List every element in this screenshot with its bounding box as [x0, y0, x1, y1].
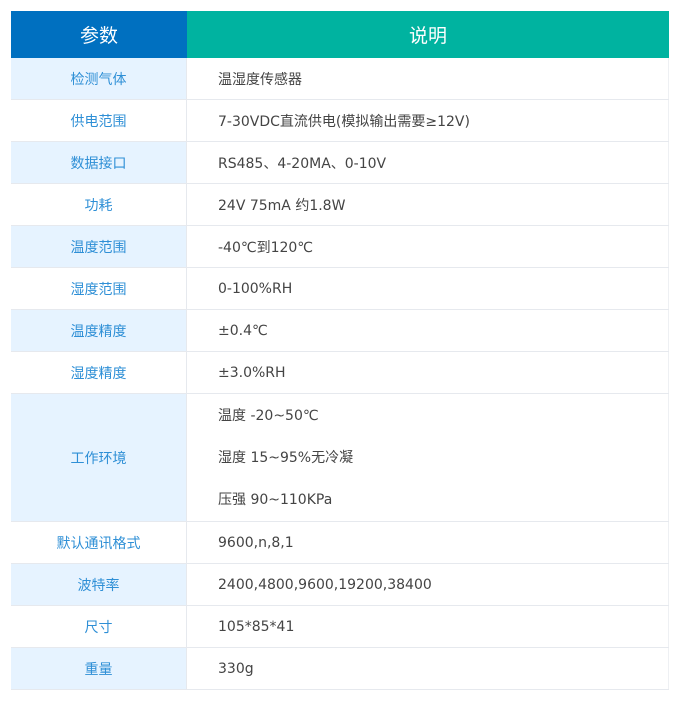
value-line: 0-100%RH	[218, 280, 293, 297]
value-line: -40℃到120℃	[218, 239, 314, 256]
value-line: 压强 90~110KPa	[218, 491, 333, 508]
table-row: 供电范围 7-30VDC直流供电(模拟输出需要≥12V)	[11, 100, 669, 142]
table-row: 温度范围 -40℃到120℃	[11, 226, 669, 268]
param-value: 24V 75mA 约1.8W	[187, 184, 669, 225]
param-label: 波特率	[11, 564, 187, 605]
param-value: 0-100%RH	[187, 268, 669, 309]
param-value: ±0.4℃	[187, 310, 669, 351]
value-line: 330g	[218, 660, 254, 677]
table-body: 检测气体 温湿度传感器供电范围 7-30VDC直流供电(模拟输出需要≥12V) 数据接…	[11, 58, 669, 690]
value-line: 温度 -20~50℃	[218, 407, 319, 424]
param-value: RS485、4-20MA、0-10V	[187, 142, 669, 183]
param-value: 105*85*41	[187, 606, 669, 647]
param-value: 2400,4800,9600,19200,38400	[187, 564, 669, 605]
param-label: 重量	[11, 648, 187, 689]
table-row: 温度精度 ±0.4℃	[11, 310, 669, 352]
param-value: 330g	[187, 648, 669, 689]
value-line: 湿度 15~95%无冷凝	[218, 449, 354, 466]
param-label: 检测气体	[11, 58, 187, 99]
spec-table: 参数 说明 检测气体 温湿度传感器供电范围 7-30VDC直流供电(模拟输出需要≥1…	[11, 11, 669, 690]
value-line: ±0.4℃	[218, 322, 268, 339]
param-label: 温度精度	[11, 310, 187, 351]
param-label: 工作环境	[11, 394, 187, 521]
table-row: 检测气体 温湿度传感器	[11, 58, 669, 100]
value-line: 温湿度传感器	[218, 71, 302, 88]
table-row: 工作环境 温度 -20~50℃ 湿度 15~95%无冷凝 压强 90~110KPa	[11, 394, 669, 522]
param-value: -40℃到120℃	[187, 226, 669, 267]
table-row: 湿度范围 0-100%RH	[11, 268, 669, 310]
table-row: 重量 330g	[11, 648, 669, 690]
param-label: 供电范围	[11, 100, 187, 141]
param-value: 7-30VDC直流供电(模拟输出需要≥12V)	[187, 100, 669, 141]
param-value: 温度 -20~50℃ 湿度 15~95%无冷凝 压强 90~110KPa	[187, 394, 669, 521]
value-line: RS485、4-20MA、0-10V	[218, 155, 387, 172]
table-row: 数据接口 RS485、4-20MA、0-10V	[11, 142, 669, 184]
param-label: 湿度精度	[11, 352, 187, 393]
table-row: 默认通讯格式 9600,n,8,1	[11, 522, 669, 564]
value-line: ±3.0%RH	[218, 364, 286, 381]
param-label: 尺寸	[11, 606, 187, 647]
param-label: 默认通讯格式	[11, 522, 187, 563]
table-row: 波特率 2400,4800,9600,19200,38400	[11, 564, 669, 606]
param-label: 温度范围	[11, 226, 187, 267]
table-header: 参数 说明	[11, 11, 669, 58]
value-line: 105*85*41	[218, 618, 295, 635]
param-label: 数据接口	[11, 142, 187, 183]
param-value: ±3.0%RH	[187, 352, 669, 393]
value-line: 24V 75mA 约1.8W	[218, 197, 346, 214]
value-line: 9600,n,8,1	[218, 534, 294, 551]
param-label: 功耗	[11, 184, 187, 225]
header-desc: 说明	[187, 11, 669, 58]
header-param: 参数	[11, 11, 187, 58]
param-value: 温湿度传感器	[187, 58, 669, 99]
table-row: 功耗 24V 75mA 约1.8W	[11, 184, 669, 226]
table-row: 湿度精度 ±3.0%RH	[11, 352, 669, 394]
value-line: 7-30VDC直流供电(模拟输出需要≥12V)	[218, 113, 470, 130]
param-value: 9600,n,8,1	[187, 522, 669, 563]
value-line: 2400,4800,9600,19200,38400	[218, 576, 432, 593]
param-label: 湿度范围	[11, 268, 187, 309]
table-row: 尺寸 105*85*41	[11, 606, 669, 648]
